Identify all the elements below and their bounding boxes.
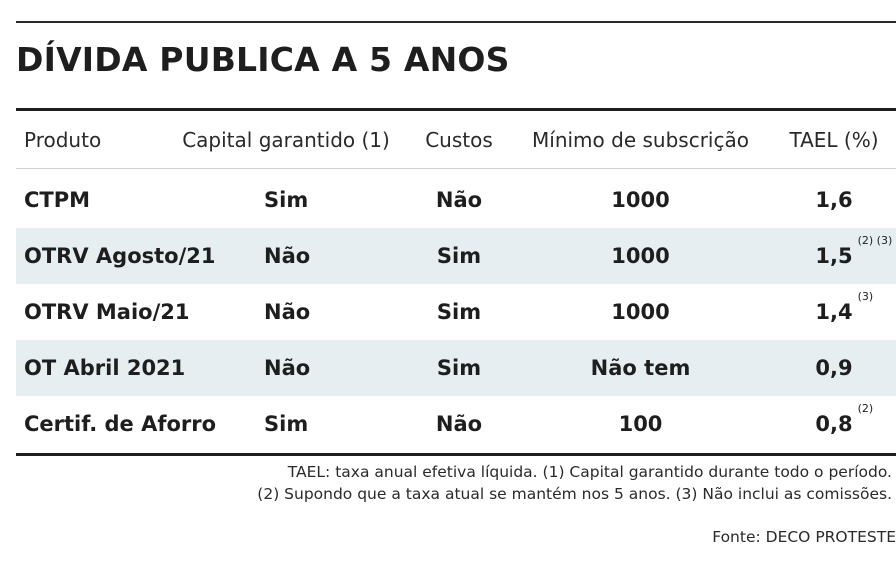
cell-tael: 0,9 bbox=[784, 340, 884, 396]
cell-capital-garantido: Não bbox=[264, 244, 311, 268]
cell-custos: Sim bbox=[436, 244, 482, 268]
tael-footnote-ref: (2) (3) bbox=[857, 234, 893, 247]
tael-value: 0,9 bbox=[815, 356, 853, 380]
column-header-custos: Custos bbox=[425, 127, 493, 152]
tael-value: 1,6 bbox=[815, 188, 853, 212]
cell-custos: Não bbox=[435, 412, 483, 436]
column-header-produto: Produto bbox=[24, 127, 102, 152]
table-row: Certif. de Aforro Sim Não 100 0,8 (2) bbox=[16, 396, 896, 452]
cell-capital-garantido: Sim bbox=[264, 412, 309, 436]
cell-custos: Sim bbox=[436, 300, 482, 324]
column-header-capital-garantido: Capital garantido (1) bbox=[182, 127, 390, 152]
cell-minimo-subscricao: 100 bbox=[618, 412, 663, 436]
tael-footnote-ref: (2) bbox=[857, 402, 874, 415]
source-credit: Fonte: DECO PROTESTE bbox=[712, 528, 896, 546]
table-row: CTPM Sim Não 1000 1,6 bbox=[16, 172, 896, 228]
cell-minimo-subscricao: 1000 bbox=[611, 244, 670, 268]
cell-tael: 1,6 bbox=[784, 172, 884, 228]
tael-value: 1,5 bbox=[815, 244, 853, 268]
cell-produto: OTRV Maio/21 bbox=[24, 300, 190, 324]
cell-tael: 1,4 (3) bbox=[784, 284, 884, 340]
cell-produto: CTPM bbox=[24, 188, 91, 212]
page-title: DÍVIDA PUBLICA A 5 ANOS bbox=[16, 40, 510, 79]
cell-minimo-subscricao: Não tem bbox=[590, 356, 691, 380]
column-header-tael: TAEL (%) bbox=[789, 127, 879, 152]
table-row: OTRV Agosto/21 Não Sim 1000 1,5 (2) (3) bbox=[16, 228, 896, 284]
cell-custos: Não bbox=[435, 188, 483, 212]
tael-value: 1,4 bbox=[815, 300, 853, 324]
bottom-rule bbox=[16, 453, 896, 456]
table-row: OT Abril 2021 Não Sim Não tem 0,9 bbox=[16, 340, 896, 396]
cell-produto: OTRV Agosto/21 bbox=[24, 244, 216, 268]
table-row: OTRV Maio/21 Não Sim 1000 1,4 (3) bbox=[16, 284, 896, 340]
cell-capital-garantido: Não bbox=[264, 300, 311, 324]
cell-custos: Sim bbox=[436, 356, 482, 380]
top-rule bbox=[16, 21, 896, 23]
cell-tael: 1,5 (2) (3) bbox=[784, 228, 892, 284]
footnote-line-1: TAEL: taxa anual efetiva líquida. (1) Ca… bbox=[287, 463, 892, 481]
cell-produto: OT Abril 2021 bbox=[24, 356, 186, 380]
cell-capital-garantido: Não bbox=[264, 356, 311, 380]
cell-capital-garantido: Sim bbox=[264, 188, 309, 212]
cell-minimo-subscricao: 1000 bbox=[611, 188, 670, 212]
cell-produto: Certif. de Aforro bbox=[24, 412, 217, 436]
cell-tael: 0,8 (2) bbox=[784, 396, 884, 452]
tael-value: 0,8 bbox=[815, 412, 853, 436]
header-rule bbox=[16, 108, 896, 111]
column-header-minimo-subscricao: Mínimo de subscrição bbox=[532, 127, 749, 152]
footnote-line-2: (2) Supondo que a taxa atual se mantém n… bbox=[257, 485, 892, 503]
tael-footnote-ref: (3) bbox=[857, 290, 874, 303]
table-header: Produto Capital garantido (1) Custos Mín… bbox=[16, 111, 896, 169]
cell-minimo-subscricao: 1000 bbox=[611, 300, 670, 324]
